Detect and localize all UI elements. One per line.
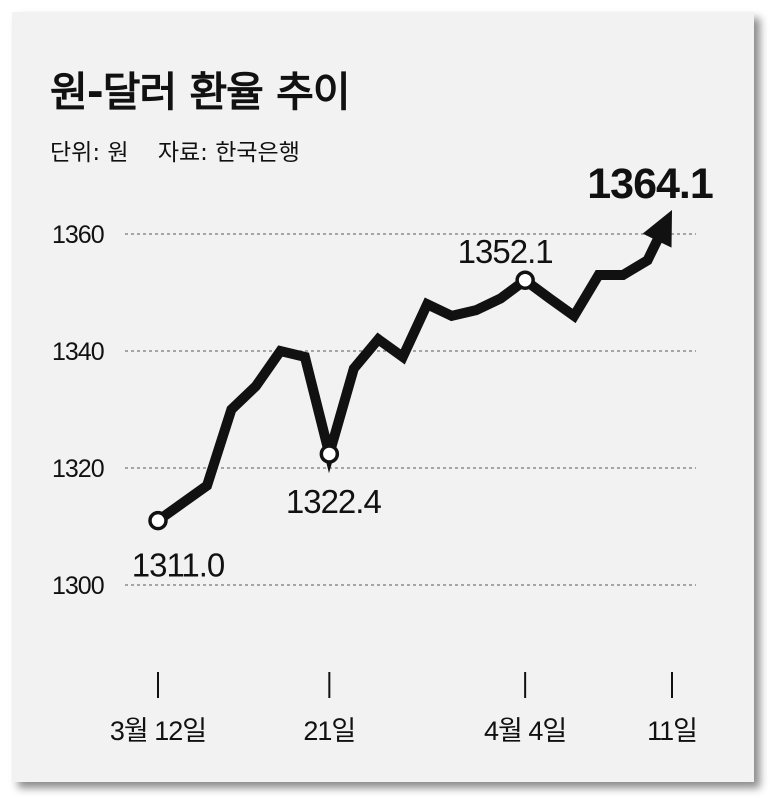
x-tick-label-3: 11일 [647, 716, 697, 746]
source-label: 자료: 한국은행 [157, 140, 300, 166]
marker-15 [515, 270, 535, 290]
grid-lines [125, 233, 696, 586]
chart-subtitle: 단위: 원 자료: 한국은행 [50, 133, 300, 167]
data-label-7: 1322.4 [286, 483, 382, 520]
data-label-latest: 1364.1 [587, 160, 713, 208]
chart-card [12, 12, 754, 782]
series-polyline [155, 234, 664, 525]
marker-7 [319, 444, 340, 464]
y-tick-label-1340: 1340 [52, 338, 104, 366]
x-tick-label-1: 21일 [303, 716, 355, 746]
y-tick-label-1300: 1300 [52, 572, 104, 600]
marker-0 [148, 510, 168, 531]
data-labels: 1311.0 1322.4 1352.1 1364.1 [132, 160, 714, 584]
y-tick-label-1360: 1360 [52, 221, 104, 249]
data-label-15: 1352.1 [458, 233, 553, 270]
chart-title: 원-달러 환율 추이 [50, 68, 351, 116]
x-tick-label-2: 4월 4일 [484, 716, 566, 746]
unit-label: 단위: 원 [50, 140, 129, 166]
x-axis-ticks: 3월 12일 21일 4월 4일 11일 [110, 672, 698, 746]
series-markers [148, 270, 535, 531]
trend-arrow-head [642, 210, 672, 248]
series-line [155, 210, 672, 525]
data-label-0: 1311.0 [132, 547, 225, 584]
y-axis-ticks: 1300 1320 1340 1360 [52, 221, 105, 600]
x-tick-label-0: 3월 12일 [110, 716, 206, 746]
y-tick-label-1320: 1320 [52, 455, 104, 483]
